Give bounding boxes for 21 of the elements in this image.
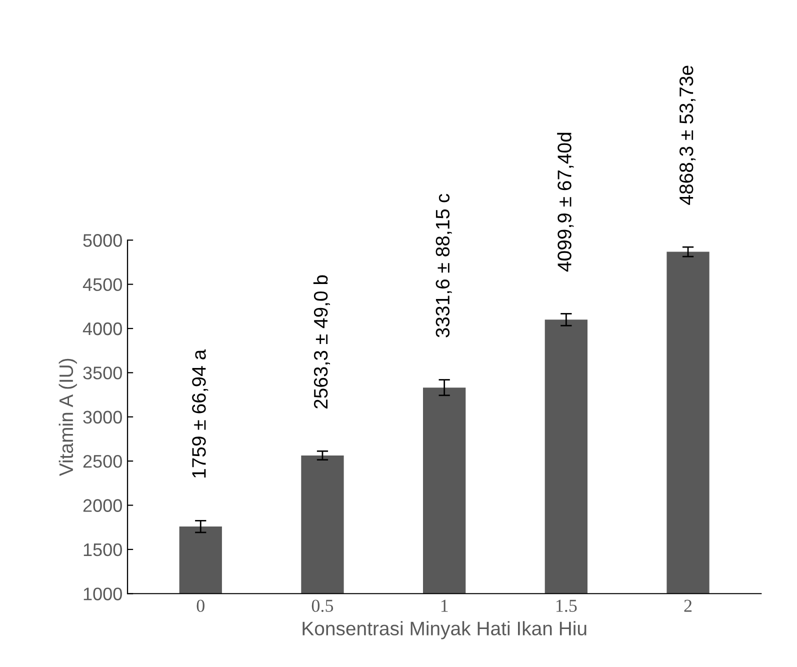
data-label: 1759 ± 66,94 a: [192, 349, 208, 478]
data-label: 2563,3 ± 49,0 b: [313, 275, 330, 408]
data-label: 3331,6 ± 88,15 c: [436, 194, 452, 338]
data-label: 4099,9 ± 67,40d: [557, 132, 574, 272]
y-tick-label: 4500: [82, 278, 122, 292]
y-tick-label: 1000: [84, 588, 122, 600]
x-axis-title: Konsentrasi Minyak Hati Ikan Hiu: [302, 621, 586, 640]
x-tick-label: 1.5: [556, 600, 577, 612]
data-label: 4868,3 ± 53,73e: [679, 66, 696, 205]
y-tick-label: 2500: [83, 455, 122, 468]
x-tick-label: 1: [441, 600, 448, 612]
x-tick-label: 0: [196, 600, 204, 612]
y-tick-label: 3500: [83, 366, 122, 380]
y-tick-label: 2000: [83, 499, 122, 512]
y-tick-label: 1500: [84, 543, 122, 556]
y-tick-label: 5000: [83, 234, 122, 247]
y-axis-title: Vitamin A (IU): [58, 358, 77, 476]
y-tick-label: 4000: [82, 322, 122, 336]
x-tick-label: 0.5: [312, 600, 334, 612]
x-tick-label: 2: [684, 600, 692, 612]
y-tick-label: 3000: [83, 410, 122, 424]
